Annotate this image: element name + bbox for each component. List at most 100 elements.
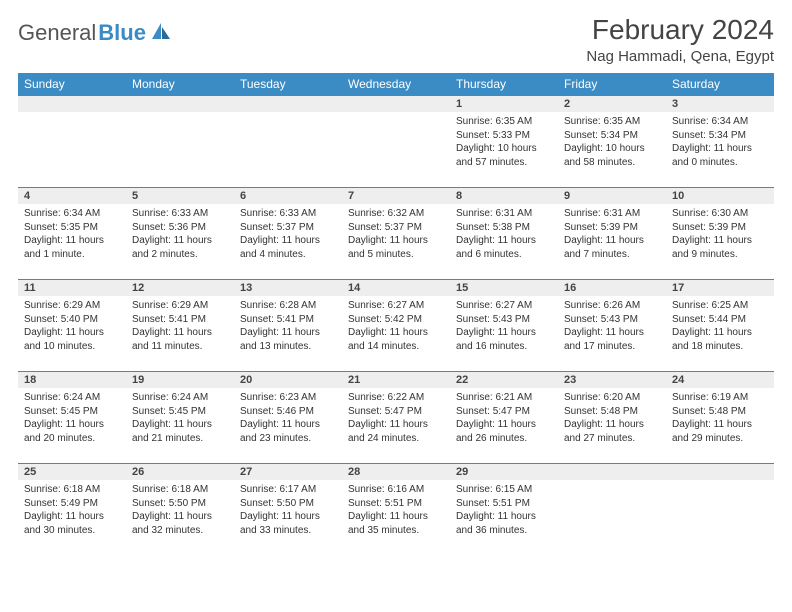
day-details: Sunrise: 6:20 AMSunset: 5:48 PMDaylight:…	[558, 388, 666, 448]
day-details: Sunrise: 6:34 AMSunset: 5:34 PMDaylight:…	[666, 112, 774, 172]
sunrise-line: Sunrise: 6:24 AM	[24, 391, 120, 405]
calendar-cell: 3Sunrise: 6:34 AMSunset: 5:34 PMDaylight…	[666, 96, 774, 188]
sunset-line: Sunset: 5:50 PM	[240, 497, 336, 511]
calendar-cell: 26Sunrise: 6:18 AMSunset: 5:50 PMDayligh…	[126, 464, 234, 556]
calendar-cell	[342, 96, 450, 188]
daylight-line: Daylight: 11 hours and 7 minutes.	[564, 234, 660, 261]
calendar-cell: 14Sunrise: 6:27 AMSunset: 5:42 PMDayligh…	[342, 280, 450, 372]
day-details: Sunrise: 6:16 AMSunset: 5:51 PMDaylight:…	[342, 480, 450, 540]
sunset-line: Sunset: 5:45 PM	[132, 405, 228, 419]
day-number: 13	[234, 280, 342, 296]
day-number: 17	[666, 280, 774, 296]
calendar-cell: 10Sunrise: 6:30 AMSunset: 5:39 PMDayligh…	[666, 188, 774, 280]
day-number: 21	[342, 372, 450, 388]
title-block: February 2024 Nag Hammadi, Qena, Egypt	[586, 14, 774, 65]
logo: GeneralBlue	[18, 14, 172, 46]
day-number: 28	[342, 464, 450, 480]
sunrise-line: Sunrise: 6:17 AM	[240, 483, 336, 497]
day-details: Sunrise: 6:24 AMSunset: 5:45 PMDaylight:…	[18, 388, 126, 448]
sunset-line: Sunset: 5:41 PM	[132, 313, 228, 327]
day-details: Sunrise: 6:22 AMSunset: 5:47 PMDaylight:…	[342, 388, 450, 448]
sunrise-line: Sunrise: 6:23 AM	[240, 391, 336, 405]
day-details: Sunrise: 6:26 AMSunset: 5:43 PMDaylight:…	[558, 296, 666, 356]
calendar-cell: 21Sunrise: 6:22 AMSunset: 5:47 PMDayligh…	[342, 372, 450, 464]
calendar-cell: 5Sunrise: 6:33 AMSunset: 5:36 PMDaylight…	[126, 188, 234, 280]
sail-icon	[150, 21, 172, 46]
weekday-header: Wednesday	[342, 73, 450, 96]
sunrise-line: Sunrise: 6:25 AM	[672, 299, 768, 313]
daylight-line: Daylight: 11 hours and 36 minutes.	[456, 510, 552, 537]
daylight-line: Daylight: 11 hours and 16 minutes.	[456, 326, 552, 353]
day-number	[18, 96, 126, 112]
calendar-cell: 12Sunrise: 6:29 AMSunset: 5:41 PMDayligh…	[126, 280, 234, 372]
day-details: Sunrise: 6:27 AMSunset: 5:42 PMDaylight:…	[342, 296, 450, 356]
sunrise-line: Sunrise: 6:16 AM	[348, 483, 444, 497]
day-number: 3	[666, 96, 774, 112]
calendar-cell: 18Sunrise: 6:24 AMSunset: 5:45 PMDayligh…	[18, 372, 126, 464]
sunset-line: Sunset: 5:48 PM	[564, 405, 660, 419]
sunset-line: Sunset: 5:33 PM	[456, 129, 552, 143]
calendar-cell: 11Sunrise: 6:29 AMSunset: 5:40 PMDayligh…	[18, 280, 126, 372]
day-number	[126, 96, 234, 112]
calendar-body: 1Sunrise: 6:35 AMSunset: 5:33 PMDaylight…	[18, 96, 774, 556]
day-details: Sunrise: 6:32 AMSunset: 5:37 PMDaylight:…	[342, 204, 450, 264]
day-number: 23	[558, 372, 666, 388]
day-details: Sunrise: 6:17 AMSunset: 5:50 PMDaylight:…	[234, 480, 342, 540]
sunset-line: Sunset: 5:48 PM	[672, 405, 768, 419]
calendar-cell: 29Sunrise: 6:15 AMSunset: 5:51 PMDayligh…	[450, 464, 558, 556]
daylight-line: Daylight: 11 hours and 13 minutes.	[240, 326, 336, 353]
calendar-cell	[18, 96, 126, 188]
day-number: 7	[342, 188, 450, 204]
day-number: 18	[18, 372, 126, 388]
daylight-line: Daylight: 11 hours and 4 minutes.	[240, 234, 336, 261]
calendar-cell: 23Sunrise: 6:20 AMSunset: 5:48 PMDayligh…	[558, 372, 666, 464]
daylight-line: Daylight: 11 hours and 11 minutes.	[132, 326, 228, 353]
day-number: 14	[342, 280, 450, 296]
sunset-line: Sunset: 5:47 PM	[456, 405, 552, 419]
day-number: 24	[666, 372, 774, 388]
day-number: 25	[18, 464, 126, 480]
sunset-line: Sunset: 5:34 PM	[672, 129, 768, 143]
day-number: 26	[126, 464, 234, 480]
daylight-line: Daylight: 11 hours and 27 minutes.	[564, 418, 660, 445]
calendar-table: SundayMondayTuesdayWednesdayThursdayFrid…	[18, 73, 774, 556]
day-number: 1	[450, 96, 558, 112]
day-number	[342, 96, 450, 112]
sunrise-line: Sunrise: 6:29 AM	[132, 299, 228, 313]
daylight-line: Daylight: 11 hours and 6 minutes.	[456, 234, 552, 261]
day-details: Sunrise: 6:28 AMSunset: 5:41 PMDaylight:…	[234, 296, 342, 356]
sunset-line: Sunset: 5:43 PM	[564, 313, 660, 327]
sunrise-line: Sunrise: 6:28 AM	[240, 299, 336, 313]
sunset-line: Sunset: 5:43 PM	[456, 313, 552, 327]
calendar-cell: 13Sunrise: 6:28 AMSunset: 5:41 PMDayligh…	[234, 280, 342, 372]
day-details: Sunrise: 6:29 AMSunset: 5:40 PMDaylight:…	[18, 296, 126, 356]
daylight-line: Daylight: 11 hours and 10 minutes.	[24, 326, 120, 353]
weekday-header: Tuesday	[234, 73, 342, 96]
day-number: 19	[126, 372, 234, 388]
sunrise-line: Sunrise: 6:20 AM	[564, 391, 660, 405]
sunset-line: Sunset: 5:42 PM	[348, 313, 444, 327]
month-title: February 2024	[586, 14, 774, 46]
day-details: Sunrise: 6:31 AMSunset: 5:39 PMDaylight:…	[558, 204, 666, 264]
day-details: Sunrise: 6:29 AMSunset: 5:41 PMDaylight:…	[126, 296, 234, 356]
calendar-cell: 6Sunrise: 6:33 AMSunset: 5:37 PMDaylight…	[234, 188, 342, 280]
daylight-line: Daylight: 11 hours and 32 minutes.	[132, 510, 228, 537]
weekday-header: Thursday	[450, 73, 558, 96]
weekday-header: Saturday	[666, 73, 774, 96]
calendar-cell	[666, 464, 774, 556]
day-number: 16	[558, 280, 666, 296]
daylight-line: Daylight: 11 hours and 30 minutes.	[24, 510, 120, 537]
calendar-row: 4Sunrise: 6:34 AMSunset: 5:35 PMDaylight…	[18, 188, 774, 280]
day-details: Sunrise: 6:27 AMSunset: 5:43 PMDaylight:…	[450, 296, 558, 356]
calendar-cell: 9Sunrise: 6:31 AMSunset: 5:39 PMDaylight…	[558, 188, 666, 280]
sunrise-line: Sunrise: 6:32 AM	[348, 207, 444, 221]
sunrise-line: Sunrise: 6:33 AM	[132, 207, 228, 221]
daylight-line: Daylight: 10 hours and 57 minutes.	[456, 142, 552, 169]
day-details: Sunrise: 6:18 AMSunset: 5:50 PMDaylight:…	[126, 480, 234, 540]
day-details: Sunrise: 6:33 AMSunset: 5:37 PMDaylight:…	[234, 204, 342, 264]
sunset-line: Sunset: 5:39 PM	[564, 221, 660, 235]
sunset-line: Sunset: 5:37 PM	[240, 221, 336, 235]
day-details: Sunrise: 6:35 AMSunset: 5:33 PMDaylight:…	[450, 112, 558, 172]
sunset-line: Sunset: 5:51 PM	[456, 497, 552, 511]
sunset-line: Sunset: 5:49 PM	[24, 497, 120, 511]
